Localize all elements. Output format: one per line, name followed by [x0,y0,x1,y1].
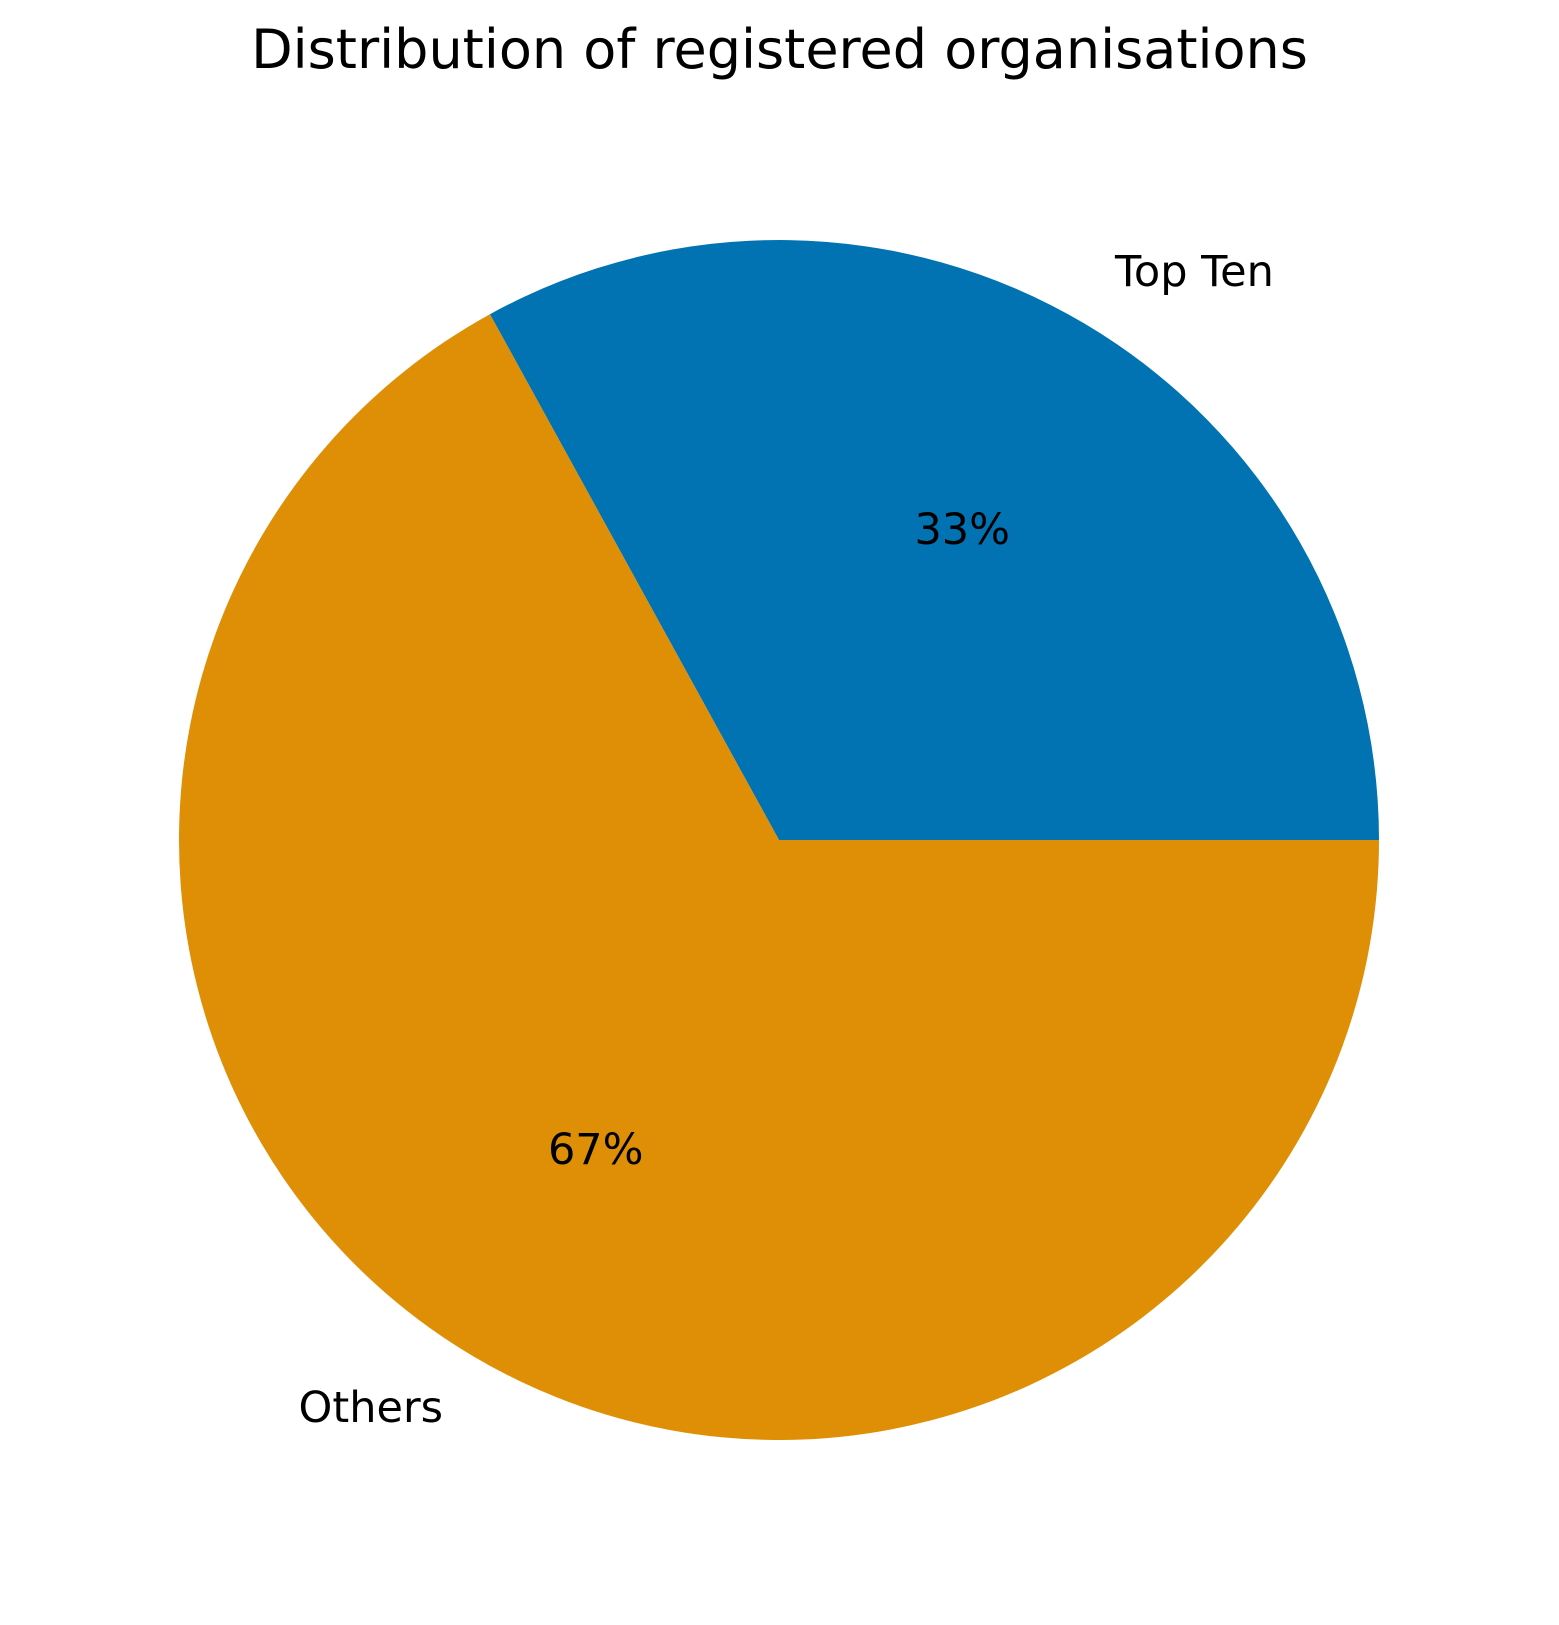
pie-slice-top-ten [489,239,1380,841]
pie-slices [179,239,1380,1440]
slice-percent-top-ten: 33% [914,505,1010,555]
pie-labels: Top Ten 33% Others 67% [299,247,1274,1433]
chart-title: Distribution of registered organisations [251,18,1308,81]
slice-label-top-ten: Top Ten [1114,247,1274,297]
pie-slice-others [179,314,1380,1440]
slice-percent-others: 67% [548,1125,644,1175]
slice-label-others: Others [299,1383,444,1433]
